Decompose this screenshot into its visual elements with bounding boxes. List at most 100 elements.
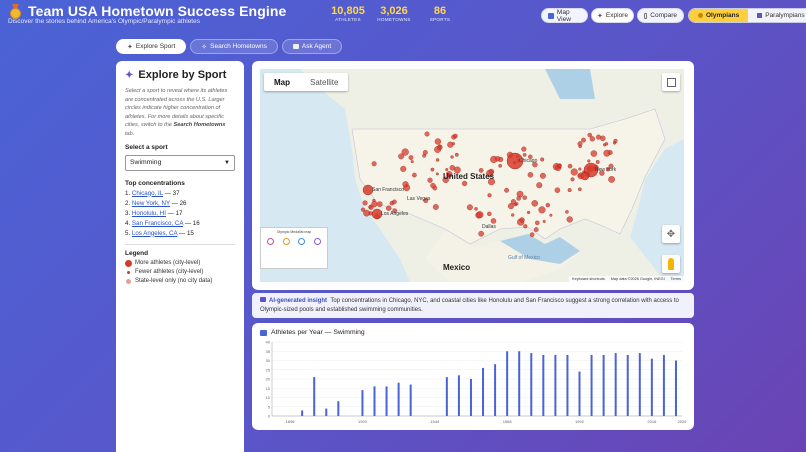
athlete-dot[interactable] xyxy=(511,213,515,217)
athlete-dot[interactable] xyxy=(567,188,572,193)
athlete-dot[interactable] xyxy=(521,146,527,152)
athlete-dot[interactable] xyxy=(522,195,527,200)
athlete-dot[interactable] xyxy=(545,203,550,208)
athlete-dot[interactable] xyxy=(522,153,527,157)
athlete-dot[interactable] xyxy=(466,204,473,211)
athlete-dot[interactable] xyxy=(490,218,497,224)
athlete-dot[interactable] xyxy=(412,172,417,178)
sport-select[interactable]: Swimming ▼ xyxy=(125,154,235,171)
map-view-button[interactable]: Map View xyxy=(541,8,588,23)
map[interactable]: Map Satellite ✥ United States Mexico Gul… xyxy=(260,69,684,282)
athlete-dot[interactable] xyxy=(608,163,614,169)
athlete-dot[interactable] xyxy=(450,155,454,159)
athlete-dot[interactable] xyxy=(536,182,543,189)
athlete-dot[interactable] xyxy=(595,160,600,164)
athlete-dot-large[interactable] xyxy=(371,208,383,220)
athlete-dot[interactable] xyxy=(590,150,598,157)
athlete-dot[interactable] xyxy=(538,206,546,214)
athlete-dot[interactable] xyxy=(423,198,429,203)
athlete-dot[interactable] xyxy=(603,149,611,157)
athlete-dot[interactable] xyxy=(539,172,546,179)
athlete-dot[interactable] xyxy=(549,213,553,217)
athlete-dot[interactable] xyxy=(516,196,521,201)
athlete-dot[interactable] xyxy=(474,207,478,211)
athlete-dot[interactable] xyxy=(434,138,442,145)
tab-ask-agent[interactable]: Ask Agent xyxy=(281,39,343,54)
athlete-dot[interactable] xyxy=(401,148,409,156)
athlete-dot[interactable] xyxy=(451,142,456,146)
city-link[interactable]: Honolulu, HI xyxy=(131,209,166,217)
athlete-dot[interactable] xyxy=(570,168,578,176)
athlete-dot[interactable] xyxy=(557,163,562,169)
athlete-dot[interactable] xyxy=(437,144,443,150)
athlete-dot[interactable] xyxy=(531,200,539,207)
athlete-dot[interactable] xyxy=(454,152,459,157)
olympians-toggle[interactable]: Olympians xyxy=(689,9,749,22)
athlete-dot[interactable] xyxy=(613,138,618,143)
athlete-dot[interactable] xyxy=(476,211,484,219)
athlete-dot[interactable] xyxy=(487,211,492,216)
keyboard-shortcuts-link[interactable]: Keyboard shortcuts xyxy=(572,277,605,281)
city-link[interactable]: San Francisco, CA xyxy=(131,219,184,227)
athlete-dot[interactable] xyxy=(494,156,501,162)
athlete-dot[interactable] xyxy=(453,133,458,139)
athlete-dot[interactable] xyxy=(565,210,569,214)
athlete-dot[interactable] xyxy=(507,203,514,210)
athlete-dot[interactable] xyxy=(599,170,605,176)
city-link[interactable]: Chicago, IL xyxy=(131,189,163,197)
athlete-dot[interactable] xyxy=(408,155,414,160)
athlete-dot[interactable] xyxy=(605,167,610,172)
athlete-dot[interactable] xyxy=(589,136,595,142)
athlete-dot[interactable] xyxy=(554,187,561,193)
search-hometowns-link[interactable]: Search Hometowns xyxy=(173,122,226,129)
athlete-dot[interactable] xyxy=(578,187,582,192)
paralympians-toggle[interactable]: Paralympians xyxy=(748,9,806,22)
athlete-dot[interactable] xyxy=(449,165,456,171)
athlete-dot[interactable] xyxy=(488,178,495,186)
athlete-dot[interactable] xyxy=(371,161,377,167)
athlete-dot[interactable] xyxy=(392,208,397,214)
athlete-dot[interactable] xyxy=(392,199,397,205)
athlete-dot[interactable] xyxy=(581,137,586,143)
fullscreen-button[interactable] xyxy=(662,73,680,91)
athlete-dot[interactable] xyxy=(570,177,575,182)
athlete-dot[interactable] xyxy=(533,227,539,232)
athlete-dot[interactable] xyxy=(504,187,509,193)
athlete-dot[interactable] xyxy=(542,219,546,223)
athlete-dot[interactable] xyxy=(363,209,370,217)
athlete-dot[interactable] xyxy=(461,180,468,187)
athlete-dot[interactable] xyxy=(540,157,545,162)
athlete-dot[interactable] xyxy=(527,172,534,178)
athlete-dot[interactable] xyxy=(422,150,428,155)
athlete-dot[interactable] xyxy=(516,190,524,198)
athlete-dot[interactable] xyxy=(360,207,366,212)
athlete-dot[interactable] xyxy=(578,144,582,149)
athlete-dot[interactable] xyxy=(529,232,535,237)
athlete-dot[interactable] xyxy=(402,181,409,188)
tab-search-hometowns[interactable]: ✧ Search Hometowns xyxy=(190,39,278,54)
city-link[interactable]: New York, NY xyxy=(131,199,170,207)
athlete-dot[interactable] xyxy=(567,163,573,169)
athlete-dot[interactable] xyxy=(528,154,533,160)
athlete-dot[interactable] xyxy=(587,132,592,138)
athlete-dot[interactable] xyxy=(578,167,582,171)
athlete-dot[interactable] xyxy=(410,160,414,164)
athlete-dot[interactable] xyxy=(478,230,484,237)
street-view-button[interactable] xyxy=(662,255,680,273)
city-link[interactable]: Los Angeles, CA xyxy=(131,229,178,237)
athlete-dot-large[interactable] xyxy=(362,184,374,196)
athlete-dot[interactable] xyxy=(362,200,368,206)
athlete-dot[interactable] xyxy=(371,201,378,208)
athlete-dot[interactable] xyxy=(427,177,433,183)
map-type-satellite-button[interactable]: Satellite xyxy=(310,77,339,87)
athlete-dot[interactable] xyxy=(478,168,484,173)
pan-control-button[interactable]: ✥ xyxy=(662,225,680,243)
athlete-dot[interactable] xyxy=(430,167,435,172)
athlete-dot[interactable] xyxy=(430,182,436,189)
athlete-dot[interactable] xyxy=(515,202,519,206)
compare-button[interactable]: Compare xyxy=(637,8,684,23)
tab-explore-sport[interactable]: ✦ Explore Sport xyxy=(116,39,187,54)
terms-link[interactable]: Terms xyxy=(670,277,681,281)
athlete-dot[interactable] xyxy=(523,224,528,229)
athlete-dot[interactable] xyxy=(376,201,383,207)
